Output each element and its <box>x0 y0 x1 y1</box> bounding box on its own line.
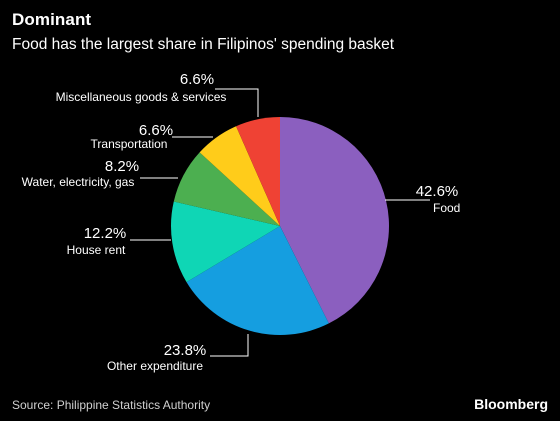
pie-slice-2 <box>171 201 280 283</box>
pie-slice-4 <box>199 126 280 226</box>
slice-value-label-2: 12.2% <box>84 225 127 242</box>
slice-value-label-0: 42.6% <box>416 183 459 200</box>
slice-value-label-5: 6.6% <box>180 71 214 88</box>
slice-value-label-3: 8.2% <box>105 158 139 175</box>
leader-line-5 <box>215 88 259 117</box>
slice-value-label-1: 23.8% <box>164 342 207 359</box>
brand-logo: Bloomberg <box>474 396 548 412</box>
source-note: Source: Philippine Statistics Authority <box>12 398 211 412</box>
chart-subtitle: Food has the largest share in Filipinos'… <box>12 36 395 53</box>
slice-category-label-0: Food <box>433 201 460 215</box>
chart-title: Dominant <box>12 10 92 29</box>
slice-value-label-4: 6.6% <box>139 122 173 139</box>
pie-slice-5 <box>236 117 280 226</box>
pie-slice-0 <box>280 117 389 324</box>
slice-category-label-2: House rent <box>67 243 126 257</box>
leader-line-1 <box>210 334 249 357</box>
slice-category-label-3: Water, electricity, gas <box>22 175 135 189</box>
pie-slice-1 <box>186 226 329 335</box>
slice-category-label-1: Other expenditure <box>107 359 203 373</box>
slice-category-label-4: Transportation <box>91 137 168 151</box>
pie-slice-3 <box>173 152 280 226</box>
slice-category-label-5: Miscellaneous goods & services <box>56 90 227 104</box>
